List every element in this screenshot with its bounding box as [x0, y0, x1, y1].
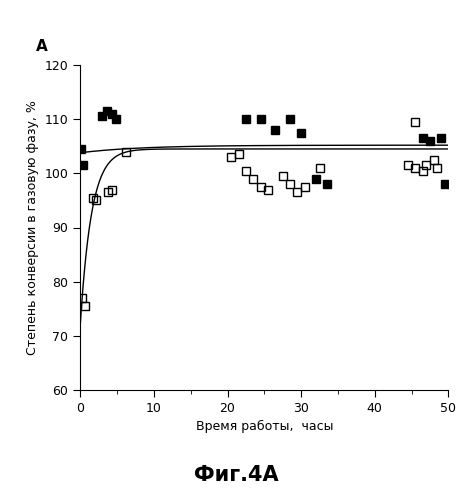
Text: Фиг.4A: Фиг.4A [194, 465, 278, 485]
Text: A: A [36, 39, 48, 54]
X-axis label: Время работы,  часы: Время работы, часы [195, 420, 333, 434]
Y-axis label: Степень конверсии в газовую фазу, %: Степень конверсии в газовую фазу, % [26, 100, 39, 355]
